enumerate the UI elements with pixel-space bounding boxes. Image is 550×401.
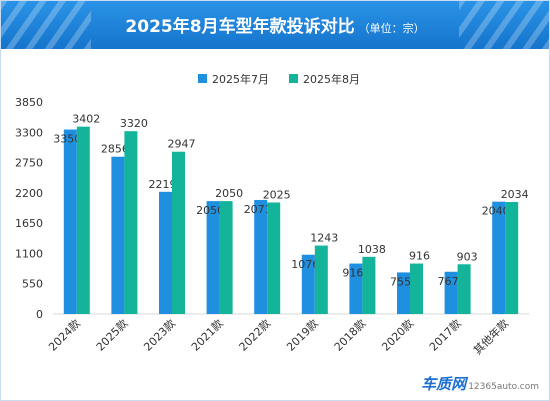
y-tick-label: 3850 bbox=[15, 96, 43, 109]
x-tick-label: 2018款 bbox=[331, 316, 368, 353]
bar-jul bbox=[254, 199, 268, 314]
x-tick-label: 2019款 bbox=[283, 316, 320, 353]
bar-aug bbox=[172, 151, 185, 314]
data-label: 903 bbox=[457, 250, 478, 263]
watermark-logo: 车质网 12365auto.com bbox=[421, 373, 539, 394]
y-tick-label: 3300 bbox=[15, 126, 43, 139]
bar-jul bbox=[492, 201, 506, 314]
bar-jul bbox=[349, 263, 363, 314]
x-tick-label: 2017款 bbox=[426, 316, 463, 353]
bar-aug bbox=[76, 126, 90, 314]
legend-swatch bbox=[289, 74, 298, 83]
data-label: 2947 bbox=[168, 138, 196, 151]
chart-unit: （单位：宗） bbox=[358, 22, 425, 35]
bar-jul bbox=[111, 156, 125, 314]
watermark-url: 12365auto.com bbox=[468, 382, 539, 392]
data-label: 2050 bbox=[215, 187, 243, 200]
bar-jul bbox=[301, 254, 315, 314]
y-tick-label: 2200 bbox=[15, 187, 43, 200]
title-decoration-right bbox=[459, 1, 549, 49]
bar-aug bbox=[267, 202, 281, 314]
data-label: 2040 bbox=[482, 205, 510, 218]
x-tick-label: 2020款 bbox=[379, 316, 416, 353]
data-label: 1076 bbox=[291, 258, 319, 271]
y-tick-label: 1100 bbox=[15, 247, 43, 260]
data-label: 3320 bbox=[120, 117, 148, 130]
bar-aug bbox=[219, 201, 233, 314]
bar-jul bbox=[159, 191, 172, 314]
data-label: 2025 bbox=[263, 188, 291, 201]
data-label: 3402 bbox=[72, 113, 100, 126]
data-label: 916 bbox=[409, 250, 430, 263]
bar-jul bbox=[397, 272, 410, 314]
data-label: 1038 bbox=[358, 243, 386, 256]
chart-title: 2025年8月车型年款投诉对比 （单位：宗） bbox=[1, 12, 549, 37]
y-tick-label: 2750 bbox=[15, 157, 43, 170]
data-label: 2050 bbox=[196, 204, 224, 217]
x-tick-label: 2021款 bbox=[188, 316, 225, 353]
data-label: 2034 bbox=[501, 188, 529, 201]
bar-aug bbox=[314, 245, 328, 314]
x-tick-label: 2025款 bbox=[93, 316, 130, 353]
data-label: 2219 bbox=[149, 178, 177, 191]
data-label: 2071 bbox=[244, 203, 272, 216]
title-decoration-left bbox=[1, 1, 91, 49]
data-label: 767 bbox=[438, 275, 459, 288]
chart-title-text: 2025年8月车型年款投诉对比 bbox=[125, 17, 355, 37]
bar-jul bbox=[444, 271, 458, 314]
data-label: 2856 bbox=[101, 143, 129, 156]
legend-swatch bbox=[198, 74, 207, 83]
bar-aug bbox=[362, 256, 376, 314]
data-label: 755 bbox=[390, 275, 411, 288]
data-label: 916 bbox=[342, 267, 363, 280]
legend-label: 2025年7月 bbox=[212, 72, 269, 86]
x-tick-label: 其他年款 bbox=[470, 316, 511, 357]
y-tick-label: 550 bbox=[22, 278, 43, 291]
x-tick-label: 2024款 bbox=[45, 316, 82, 353]
y-tick-label: 1650 bbox=[15, 217, 43, 230]
data-label: 1243 bbox=[310, 232, 338, 245]
title-bar: 2025年8月车型年款投诉对比 （单位：宗） bbox=[1, 1, 549, 49]
bar-aug bbox=[457, 264, 471, 314]
y-tick-label: 0 bbox=[36, 308, 43, 321]
bar-jul bbox=[206, 201, 220, 314]
x-tick-label: 2022款 bbox=[236, 316, 273, 353]
bar-aug bbox=[410, 263, 423, 314]
legend-label: 2025年8月 bbox=[303, 72, 360, 86]
x-tick-label: 2023款 bbox=[141, 316, 178, 353]
watermark-logo-text: 车质网 bbox=[421, 375, 467, 393]
bar-aug bbox=[505, 201, 519, 314]
data-label: 3350 bbox=[53, 133, 81, 146]
bar-aug bbox=[124, 131, 138, 314]
bar-jul bbox=[63, 129, 77, 314]
